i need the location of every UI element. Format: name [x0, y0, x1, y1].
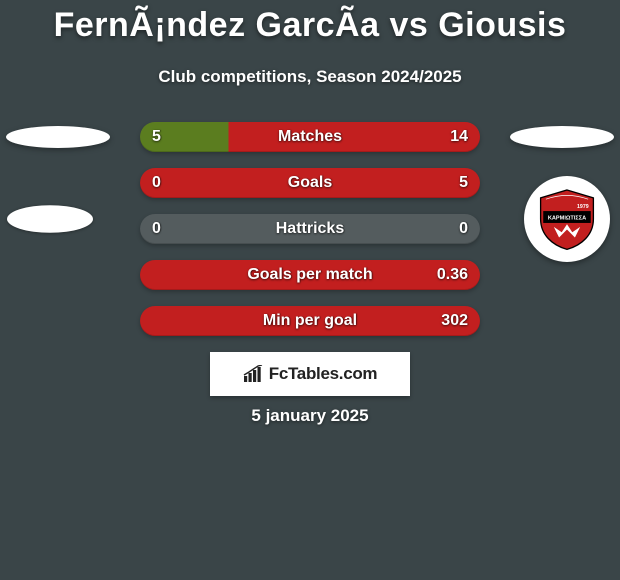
- stat-left-value: 0: [152, 214, 161, 244]
- stats-rows: 5 Matches 14 0 Goals 5 0 Hattricks 0 Goals per ma…: [140, 122, 480, 352]
- stat-left-value: 0: [152, 168, 161, 198]
- stat-label: Matches: [278, 128, 342, 146]
- left-team-placeholder: [6, 126, 110, 148]
- stat-row: 5 Matches 14: [140, 122, 480, 152]
- stat-right-value: 0: [459, 214, 468, 244]
- svg-text:ΚΑΡΜΙΩΤΙΣΣΑ: ΚΑΡΜΙΩΤΙΣΣΑ: [548, 216, 586, 222]
- stat-label: Min per goal: [263, 312, 357, 330]
- right-team-logo: ΚΑΡΜΙΩΤΙΣΣΑ 1979: [524, 176, 610, 262]
- stat-right-value: 0.36: [437, 260, 468, 290]
- svg-text:1979: 1979: [577, 204, 589, 210]
- stat-label: Goals per match: [247, 266, 372, 284]
- bar-chart-icon: [243, 365, 265, 383]
- page-subtitle: Club competitions, Season 2024/2025: [0, 67, 620, 87]
- right-team-placeholder: [510, 126, 614, 148]
- shield-icon: ΚΑΡΜΙΩΤΙΣΣΑ 1979: [534, 186, 600, 252]
- stat-row: Min per goal 302: [140, 306, 480, 336]
- stat-right-value: 5: [459, 168, 468, 198]
- stat-right-value: 14: [450, 122, 468, 152]
- stat-row: Goals per match 0.36: [140, 260, 480, 290]
- stat-left-value: 5: [152, 122, 161, 152]
- stat-row: 0 Goals 5: [140, 168, 480, 198]
- date-label: 5 january 2025: [0, 406, 620, 426]
- brand-link[interactable]: FcTables.com: [210, 352, 410, 396]
- stat-label: Goals: [288, 174, 332, 192]
- left-team-logo: [7, 205, 93, 233]
- stat-right-value: 302: [441, 306, 468, 336]
- stat-row: 0 Hattricks 0: [140, 214, 480, 244]
- page-title: FernÃ¡ndez GarcÃ­a vs Giousis: [0, 6, 620, 45]
- stat-label: Hattricks: [276, 220, 344, 238]
- brand-text: FcTables.com: [269, 364, 378, 384]
